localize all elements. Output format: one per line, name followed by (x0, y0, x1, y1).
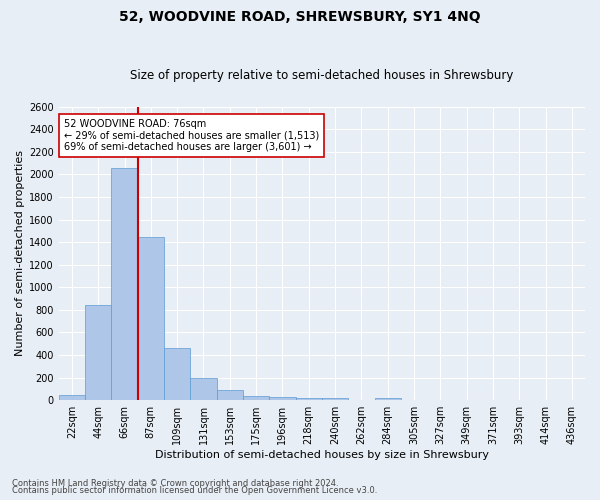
Y-axis label: Number of semi-detached properties: Number of semi-detached properties (15, 150, 25, 356)
Text: Contains HM Land Registry data © Crown copyright and database right 2024.: Contains HM Land Registry data © Crown c… (12, 478, 338, 488)
Text: 52 WOODVINE ROAD: 76sqm
← 29% of semi-detached houses are smaller (1,513)
69% of: 52 WOODVINE ROAD: 76sqm ← 29% of semi-de… (64, 119, 319, 152)
Text: Contains public sector information licensed under the Open Government Licence v3: Contains public sector information licen… (12, 486, 377, 495)
Bar (217, 390, 243, 400)
Bar (85, 306, 112, 400)
Bar (322, 398, 348, 400)
Bar (138, 236, 164, 400)
Bar (112, 168, 138, 400)
Bar (296, 398, 322, 400)
Bar (243, 396, 269, 400)
Bar (269, 398, 296, 400)
Title: Size of property relative to semi-detached houses in Shrewsbury: Size of property relative to semi-detach… (130, 69, 514, 82)
Bar (190, 378, 217, 400)
Bar (374, 398, 401, 400)
Bar (59, 394, 85, 400)
Bar (164, 348, 190, 400)
Text: 52, WOODVINE ROAD, SHREWSBURY, SY1 4NQ: 52, WOODVINE ROAD, SHREWSBURY, SY1 4NQ (119, 10, 481, 24)
X-axis label: Distribution of semi-detached houses by size in Shrewsbury: Distribution of semi-detached houses by … (155, 450, 489, 460)
